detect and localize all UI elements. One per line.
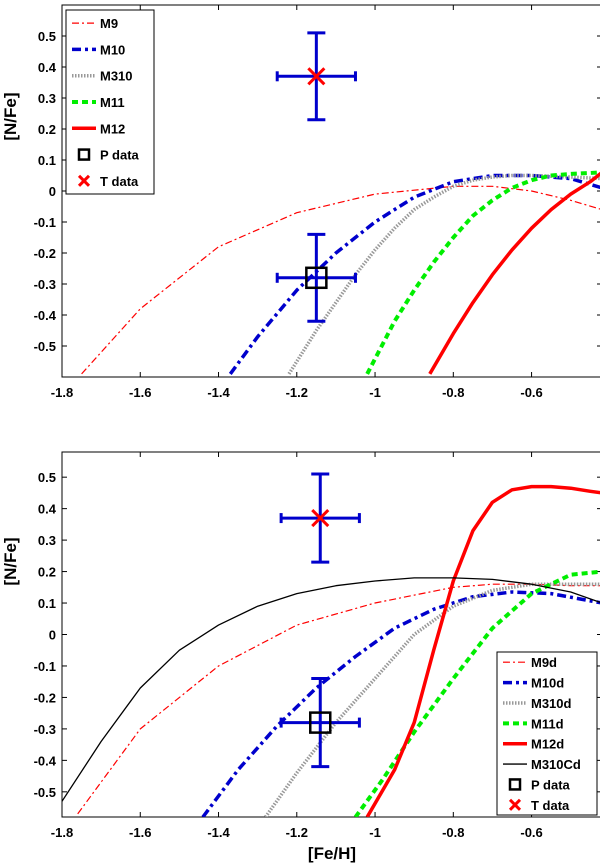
data-point-p (279, 677, 361, 769)
legend-square-marker (508, 778, 522, 791)
x-marker (311, 509, 330, 528)
x-tick-label: -1.4 (207, 825, 230, 840)
legend-label: M12d (531, 737, 564, 752)
x-tick-label: -1.8 (51, 385, 73, 400)
legend-label: M310d (531, 696, 572, 711)
y-tick-label: 0.5 (38, 470, 56, 485)
y-tick-label: 0.5 (38, 29, 56, 44)
data-point-p (275, 232, 357, 323)
x-tick-label: -1 (369, 385, 381, 400)
series-line-m11 (365, 170, 600, 375)
x-tick-label: -0.8 (442, 825, 464, 840)
x-tick-label: -1.6 (129, 825, 151, 840)
y-tick-label: 0.4 (38, 502, 57, 517)
data-point-t (275, 31, 357, 122)
square-marker (305, 266, 328, 290)
legend-label: M10 (100, 42, 125, 57)
legend-box (65, 9, 155, 195)
y-tick-label: -0.1 (34, 659, 56, 674)
y-tick-label: -0.3 (34, 722, 56, 737)
x-tick-label: -1 (369, 825, 381, 840)
x-tick-label: -1.2 (286, 825, 308, 840)
series-line-m9 (81, 185, 600, 375)
legend: M9d M10d M310d M11d M12d M310Cd P data T data (496, 651, 598, 816)
x-tick-label: -1.2 (286, 385, 308, 400)
legend-x-marker (77, 174, 91, 187)
y-tick-label: 0.4 (38, 60, 57, 75)
y-tick-label: 0 (49, 184, 56, 199)
series-line-m10d (201, 590, 600, 817)
x-tick-label: -1.4 (207, 385, 230, 400)
x-tick-label: -0.8 (442, 385, 464, 400)
y-tick-label: 0.2 (38, 565, 56, 580)
y-tick-label: 0 (49, 628, 56, 643)
series-line-m310cd (62, 577, 600, 802)
legend-x-marker (508, 798, 522, 811)
y-tick-label: -0.4 (34, 753, 57, 768)
legend-square-marker (77, 148, 91, 161)
data-point-t (279, 472, 361, 564)
series-line-m310 (287, 173, 600, 375)
legend-label: P data (531, 777, 571, 792)
x-tick-label: -1.8 (51, 825, 73, 840)
chart-2: -1.8 -1.6 -1.4 -1.2 -1 -0.8 -0.6 0.5 0.4 0.3 0.2 0.… (1, 451, 600, 863)
y-tick-label: -0.2 (34, 690, 56, 705)
y-tick-label: 0.2 (38, 122, 56, 137)
legend-label: M11d (531, 716, 564, 731)
y-axis-label: [N/Fe] (1, 93, 20, 141)
y-tick-label: -0.3 (34, 277, 56, 292)
y-tick-label: 0.3 (38, 533, 56, 548)
y-axis-label: [N/Fe] (1, 537, 20, 585)
legend-label: T data (531, 798, 570, 813)
series-line-m310d (264, 582, 600, 817)
y-tick-label: -0.1 (34, 215, 56, 230)
series-line-m11d (353, 569, 600, 817)
x-tick-label: -0.6 (520, 385, 542, 400)
legend-label: M9d (531, 655, 557, 670)
x-tick-label: -1.6 (129, 385, 151, 400)
y-tick-label: -0.4 (34, 308, 57, 323)
y-tick-label: 0.3 (38, 91, 56, 106)
legend-label: M11 (100, 95, 125, 110)
square-marker (309, 711, 332, 734)
y-tick-label: -0.2 (34, 246, 56, 261)
chart-1: -1.8 -1.6 -1.4 -1.2 -1 -0.8 -0.6 0.5 0.4 0.3 0.2 0.… (1, 4, 600, 400)
series-line-m9d (77, 583, 600, 815)
legend-label: M310Cd (531, 757, 581, 772)
series-group (81, 170, 600, 375)
y-tick-label: 0.1 (38, 153, 56, 168)
x-tick-label: -0.6 (520, 825, 542, 840)
y-tick-label: 0.1 (38, 596, 56, 611)
series-line-m10 (228, 173, 600, 375)
y-tick-label: -0.5 (34, 339, 56, 354)
legend: M9 M10 M310 M11 M12 P data T data (65, 9, 155, 195)
legend-label: M10d (531, 676, 564, 691)
x-marker (307, 67, 326, 86)
legend-label: M9 (100, 16, 118, 31)
legend-label: T data (100, 174, 139, 189)
legend-label: P data (100, 148, 140, 163)
x-axis-label: [Fe/H] (308, 844, 356, 863)
series-line-m12 (428, 171, 600, 375)
y-tick-label: -0.5 (34, 785, 56, 800)
legend-box (496, 651, 598, 816)
legend-label: M310 (100, 69, 133, 84)
series-line-m12d (365, 484, 600, 817)
series-group (62, 484, 600, 817)
legend-label: M12 (100, 121, 125, 136)
